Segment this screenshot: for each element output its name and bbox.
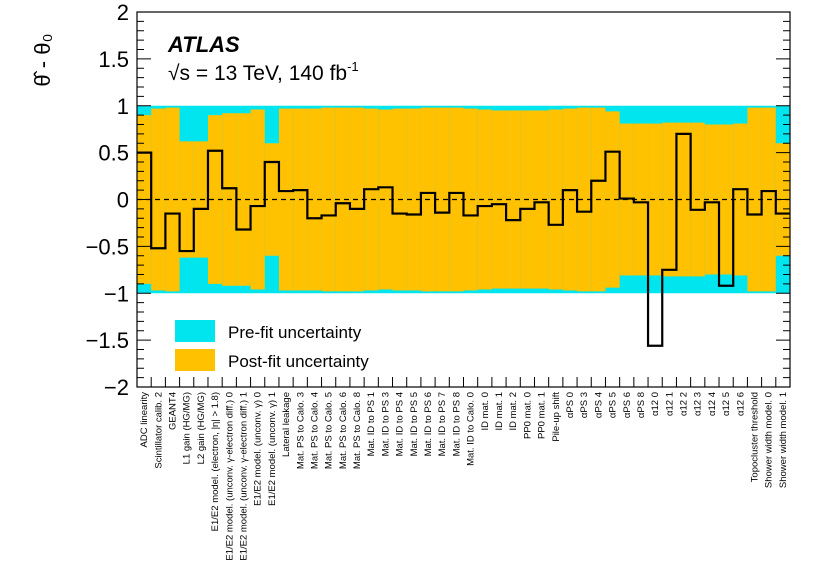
- legend-postfit-label: Post-fit uncertainty: [228, 352, 369, 371]
- x-category-label-27: PP0 mat. 0: [522, 392, 533, 439]
- x-category-label-4: L2 gain (HG/MG): [196, 392, 207, 464]
- y-tick-label-5: −0.5: [86, 234, 129, 259]
- x-category-label-39: α12 3: [693, 392, 704, 416]
- x-category-label-24: ID mat. 0: [480, 392, 491, 431]
- postfit-band-36: [648, 123, 663, 276]
- x-axis-category-labels: ADC linearity Scintillator calib. 2 GEANT4…: [139, 392, 789, 561]
- legend-prefit-label: Pre-fit uncertainty: [228, 323, 362, 342]
- postfit-band-7: [236, 113, 251, 286]
- postfit-band-26: [506, 110, 521, 289]
- x-category-label-15: Mat. PS to Calo. 8: [352, 392, 363, 469]
- postfit-band-12: [307, 108, 322, 291]
- y-tick-label-4: 0: [117, 188, 129, 213]
- y-axis-ticks: 2 1.5 1 0.5 0 −0.5 −1 −1.5 −2: [86, 0, 790, 400]
- x-category-label-26: ID mat. 2: [508, 392, 519, 431]
- x-category-label-38: α12 2: [679, 392, 690, 416]
- postfit-band-21: [435, 107, 450, 292]
- x-category-label-25: ID mat. 1: [494, 392, 505, 431]
- x-axis-ticks: [136, 377, 791, 387]
- y-tick-label-6: −1: [104, 281, 129, 306]
- legend: Pre-fit uncertainty Post-fit uncertainty: [175, 320, 369, 371]
- x-category-label-22: Mat. ID to PS 8: [451, 392, 462, 456]
- postfit-band-43: [747, 107, 763, 292]
- x-category-label-6: E1/E2 model. (unconv. γ-electron diff.) …: [224, 392, 235, 561]
- legend-prefit-swatch: [175, 320, 215, 342]
- postfit-band-24: [477, 109, 493, 290]
- x-category-label-13: Mat. PS to Calo. 5: [324, 392, 335, 469]
- x-category-label-1: Scintillator calib. 2: [153, 392, 164, 469]
- x-category-label-34: αPS 6: [622, 392, 633, 418]
- y-tick-label-7: −1.5: [86, 328, 129, 353]
- x-category-label-0: ADC linearity: [139, 392, 150, 448]
- postfit-band-17: [378, 109, 393, 290]
- x-category-label-2: GEANT4: [167, 392, 178, 430]
- x-category-label-8: E1/E2 model. (unconv. γ) 0: [253, 392, 264, 506]
- postfit-band-5: [207, 115, 223, 284]
- x-category-label-33: αPS 5: [608, 392, 619, 418]
- x-category-label-20: Mat. ID to PS 6: [423, 392, 434, 456]
- x-category-label-42: α12 6: [735, 392, 746, 416]
- x-category-label-31: αPS 3: [579, 392, 590, 418]
- x-category-label-5: E1/E2 model. (electron, |η| > 1.8): [210, 392, 221, 531]
- x-category-label-30: αPS 0: [565, 392, 576, 418]
- x-category-label-32: αPS 4: [593, 392, 604, 418]
- x-category-label-29: Pile-up shift: [551, 392, 562, 442]
- energy-label: √s = 13 TeV, 140 fb-1: [168, 59, 359, 85]
- pull-step-line: [137, 132, 790, 347]
- x-category-label-11: Mat. PS to Calo. 3: [295, 392, 306, 469]
- postfit-band-2: [165, 107, 180, 292]
- x-category-label-17: Mat. ID to PS 3: [380, 392, 391, 456]
- postfit-band-14: [335, 107, 351, 292]
- x-category-label-35: αPS 8: [636, 392, 647, 418]
- x-category-label-18: Mat. ID to PS 4: [395, 392, 406, 456]
- pull-step-path: [137, 132, 790, 347]
- x-category-label-14: Mat. PS to Calo. 6: [338, 392, 349, 469]
- x-category-label-21: Mat. ID to PS 7: [437, 392, 448, 456]
- x-category-label-9: E1/E2 model. (unconv. γ) 1: [267, 392, 278, 506]
- x-category-label-12: Mat. PS to Calo. 4: [309, 392, 320, 469]
- postfit-band-10: [278, 108, 294, 291]
- y-tick-label-3: 0.5: [98, 141, 129, 166]
- energy-label-main: √s = 13 TeV, 140 fb: [168, 62, 347, 85]
- x-category-label-37: α12 1: [664, 392, 675, 416]
- postfit-band-40: [704, 124, 720, 275]
- y-tick-label-8: −2: [104, 375, 129, 400]
- postfit-band-33: [605, 111, 621, 288]
- y-tick-label-2: 1: [117, 94, 129, 119]
- experiment-label: ATLAS: [167, 32, 240, 57]
- x-category-label-36: α12 0: [650, 392, 661, 416]
- x-category-label-7: E1/E2 model. (unconv. γ-electron diff.) …: [238, 392, 249, 561]
- x-category-label-43: Topocluster threshold: [750, 392, 761, 482]
- x-category-label-28: PP0 mat. 1: [537, 392, 548, 439]
- x-category-label-16: Mat. ID to PS 1: [366, 392, 377, 456]
- legend-postfit-swatch: [175, 349, 215, 371]
- x-category-label-23: Mat. ID to Calo. 0: [466, 392, 477, 466]
- x-category-label-3: L1 gain (HG/MG): [182, 392, 193, 464]
- postfit-band-31: [577, 107, 592, 292]
- x-category-label-19: Mat. ID to PS 5: [409, 392, 420, 456]
- energy-label-exponent: -1: [347, 59, 359, 74]
- x-category-label-10: Lateral leakage: [281, 392, 292, 457]
- x-category-label-44: Shower width model. 0: [764, 392, 775, 488]
- postfit-band-28: [534, 110, 550, 289]
- y-tick-label-0: 2: [117, 0, 129, 25]
- y-tick-label-1: 1.5: [98, 47, 129, 72]
- postfit-band-38: [676, 122, 692, 277]
- y-axis-label: θ̂ - θ₀: [30, 33, 55, 86]
- postfit-band-19: [406, 108, 422, 291]
- x-category-label-41: α12 5: [721, 392, 732, 416]
- x-category-label-45: Shower width model. 1: [778, 392, 789, 488]
- x-category-label-40: α12 4: [707, 392, 718, 416]
